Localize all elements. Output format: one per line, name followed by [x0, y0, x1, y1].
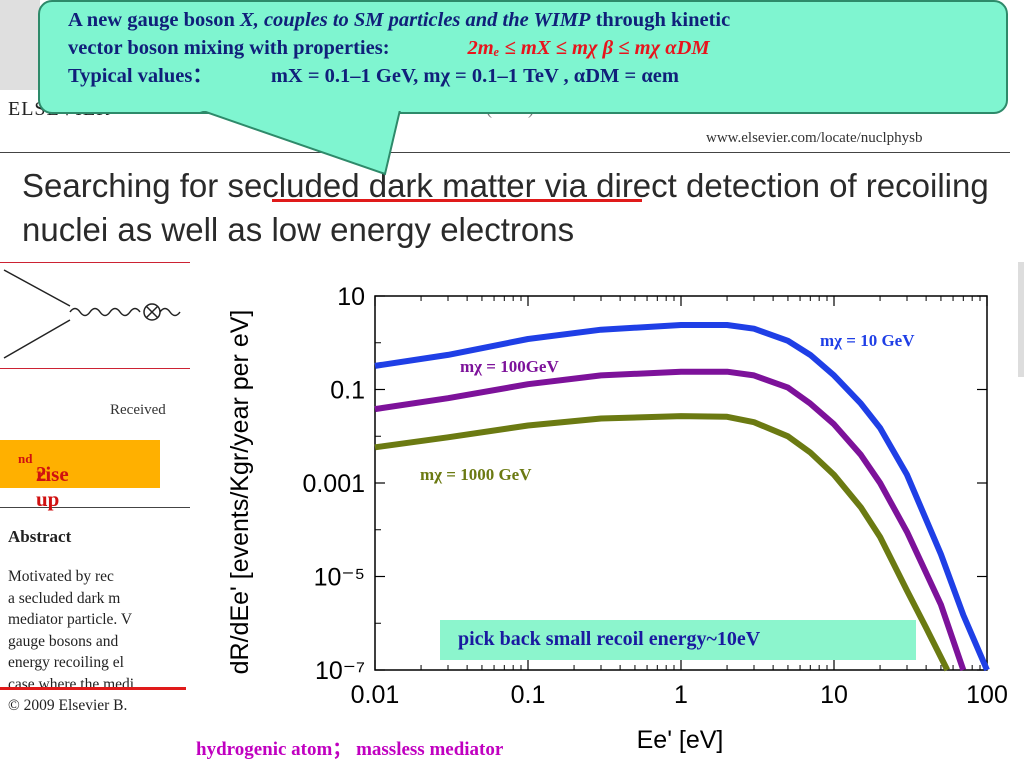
series-label: mχ = 100GeV — [460, 357, 559, 376]
y-tick-label: 10 — [337, 283, 365, 311]
annotation-text: pick back small recoil energy~10eV — [458, 628, 761, 650]
callout-text-part: through kinetic — [590, 9, 731, 31]
title-after: via direct detection of recoiling nuclei… — [22, 167, 989, 248]
abstract-line: case where the medi — [8, 675, 135, 693]
y-axis-label: dR/dEe' [events/Kgr/year per eV] — [226, 310, 254, 675]
paper-title: Searching for secluded dark matter via d… — [22, 164, 1012, 252]
y-tick-label: 10⁻⁵ — [314, 564, 365, 592]
abstract-line: © 2009 Elsevier B. — [8, 697, 128, 714]
callout-line-2: vector boson mixing with properties: 2mₑ … — [68, 34, 988, 62]
abstract-line: Motivated by rec — [8, 568, 114, 585]
divider — [0, 507, 190, 508]
title-underline — [272, 199, 642, 202]
received-label: Received — [110, 402, 166, 418]
series-line — [374, 368, 967, 671]
abstract-heading: Abstract — [8, 527, 72, 546]
y-tick-label: 10⁻⁷ — [315, 657, 365, 685]
callout-box — [38, 0, 1008, 114]
x-axis-label: Ee' [eV] — [637, 726, 724, 754]
badge-ordinal: 2 — [36, 462, 47, 486]
series-label: mχ = 1000 GeV — [420, 465, 532, 484]
divider — [0, 262, 190, 263]
typical-values-label: Typical values： — [68, 65, 213, 87]
x-tick-label: 10 — [820, 681, 848, 709]
callout-text: A new gauge boson X, couples to SM parti… — [68, 6, 988, 90]
annotation-box: pick back small recoil energy~10eV — [440, 620, 916, 660]
y-tick-label: 0.001 — [302, 470, 365, 498]
y-tick-label: 0.1 — [330, 377, 365, 405]
chart-panel: 0.01 0.1 1 10 100 10 0.1 0.001 10⁻⁵ 10⁻⁷ Ee' [eV] d… — [190, 262, 1018, 768]
divider — [0, 152, 1010, 153]
callout-text-part: vector boson mixing with properties: — [68, 37, 390, 59]
feynman-diagram — [3, 269, 181, 359]
abstract-underline — [0, 687, 186, 690]
abstract-line: energy recoiling el — [8, 654, 124, 671]
recoil-rate-chart: 0.01 0.1 1 10 100 10 0.1 0.001 10⁻⁵ 10⁻⁷ Ee' [eV] d… — [226, 283, 1008, 754]
x-tick-label: 1 — [674, 681, 688, 709]
divider — [0, 368, 190, 369]
title-before: Searching for — [22, 167, 228, 204]
callout-text-part: X, couples to SM particles and the WIMP — [240, 9, 591, 31]
x-tick-label: 100 — [966, 681, 1008, 709]
abstract-text: Motivated by rec a secluded dark m media… — [8, 566, 188, 717]
mass-relation: 2mₑ ≤ mX ≤ mχ β ≤ mχ αDM — [467, 37, 710, 59]
callout-pointer — [200, 96, 402, 176]
footnote: hydrogenic atom； massless mediator — [196, 739, 504, 760]
journal-url[interactable]: www.elsevier.com/locate/nuclphysb — [706, 130, 923, 146]
badge-suffix: nd — [18, 451, 33, 466]
callout-line-3: Typical values： mX = 0.1–1 GeV, mχ = 0.1–… — [68, 62, 988, 90]
series-line — [374, 322, 990, 672]
x-tick-label: 0.1 — [511, 681, 546, 709]
series-line — [374, 413, 950, 672]
figure-edge — [1018, 262, 1024, 377]
abstract-line: mediator particle. V — [8, 611, 133, 628]
series-label: mχ = 10 GeV — [820, 331, 915, 350]
abstract-line: gauge bosons and — [8, 632, 119, 650]
x-tick-label: 0.01 — [351, 681, 400, 709]
abstract-line: a secluded dark m — [8, 589, 121, 607]
publisher-logo — [0, 0, 40, 90]
callout-line-1: A new gauge boson X, couples to SM parti… — [68, 6, 988, 34]
badge-label: rise up — [36, 462, 69, 511]
typical-values: mX = 0.1–1 GeV, mχ = 0.1–1 TeV , αDM = α… — [270, 65, 679, 87]
callout-text-part: A new gauge boson — [68, 9, 241, 31]
